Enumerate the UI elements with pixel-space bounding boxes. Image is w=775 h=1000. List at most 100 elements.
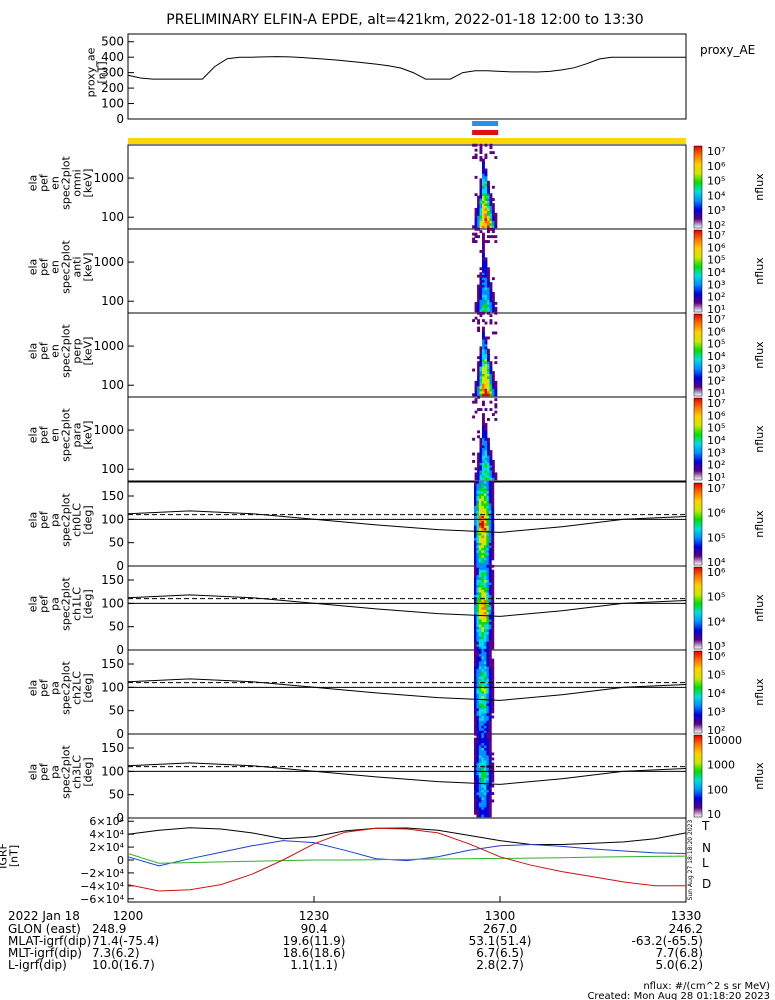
heatmap-cell — [481, 569, 485, 573]
heatmap-cell — [491, 636, 495, 640]
heatmap-cell — [481, 493, 485, 496]
colorbar-tick-label: 10⁵ — [707, 531, 725, 544]
plot-frame — [127, 481, 687, 567]
heatmap-cell — [478, 683, 482, 687]
heatmap-cell — [478, 589, 482, 593]
heatmap-cell — [478, 797, 482, 800]
heatmap-cell — [477, 296, 480, 300]
y-axis-label-line: [nT] — [8, 845, 21, 867]
heatmap-cell — [486, 577, 490, 580]
heatmap-cell — [487, 358, 490, 362]
heatmap-cell — [476, 663, 480, 667]
heatmap-cell — [484, 143, 488, 147]
heatmap-cell — [486, 611, 490, 615]
heatmap-cell — [477, 222, 480, 226]
heatmap-cell — [486, 725, 490, 729]
heatmap-cell — [476, 740, 480, 744]
heatmap-cell — [487, 348, 490, 352]
heatmap-cell — [474, 569, 477, 573]
heatmap-cell — [483, 735, 487, 739]
heatmap-cell — [481, 488, 485, 492]
heatmap-cell — [491, 371, 495, 374]
heatmap-cell — [474, 616, 477, 620]
heatmap-cell — [481, 547, 485, 551]
heatmap-cell — [487, 383, 490, 387]
heatmap-cell — [478, 663, 482, 667]
heatmap-cell — [476, 656, 480, 660]
heatmap-cell — [474, 564, 477, 568]
heatmap-cell — [481, 772, 485, 776]
heatmap-cell — [476, 648, 480, 652]
heatmap-cell — [478, 604, 482, 608]
heatmap-cell — [482, 467, 485, 471]
heatmap-cell — [481, 755, 485, 758]
heatmap-cell — [472, 400, 475, 404]
heatmap-cell — [472, 415, 475, 419]
heatmap-cell — [474, 148, 478, 152]
heatmap-cell — [489, 376, 493, 379]
heatmap-cell — [474, 380, 478, 384]
heatmap-cell — [484, 215, 488, 219]
heatmap-cell — [481, 485, 485, 489]
heatmap-cell — [482, 469, 485, 473]
heatmap-cell — [474, 737, 477, 741]
heatmap-cell — [488, 804, 492, 808]
heatmap-cell — [486, 633, 490, 637]
heatmap-cell — [486, 671, 490, 674]
heatmap-cell — [491, 547, 495, 551]
heatmap-cell — [491, 185, 495, 189]
heatmap-cell — [488, 629, 492, 632]
heatmap-cell — [489, 235, 493, 239]
heatmap-cell — [481, 789, 485, 793]
heatmap-cell — [482, 383, 485, 387]
heatmap-cell — [482, 311, 485, 315]
heatmap-cells — [472, 395, 498, 481]
y-axis-label-line: [deg] — [82, 757, 95, 786]
heatmap-cell — [483, 653, 487, 657]
heatmap-cell — [478, 641, 482, 645]
heatmap-cell — [476, 671, 480, 674]
heatmap-cell — [486, 537, 490, 541]
heatmap-cell — [482, 472, 485, 476]
heatmap-cell — [486, 722, 490, 726]
heatmap-cell — [491, 641, 495, 645]
plot-frame — [127, 817, 687, 903]
heatmap-cell — [491, 624, 495, 627]
heatmap-cell — [487, 301, 490, 305]
heatmap-cell — [474, 643, 477, 647]
heatmap-cell — [491, 792, 495, 795]
heatmap-cell — [474, 410, 478, 414]
heatmap-cell — [478, 809, 482, 813]
y-tick-label: 50 — [109, 704, 124, 718]
heatmap-cell — [479, 217, 483, 221]
heatmap-cell — [486, 591, 490, 595]
heatmap-cell — [477, 462, 480, 466]
heatmap-cell — [487, 183, 490, 187]
heatmap-cell — [491, 532, 495, 536]
heatmap-cell — [488, 767, 492, 771]
heatmap-cell — [483, 535, 487, 538]
heatmap-cell — [486, 507, 490, 511]
heatmap-cell — [476, 772, 480, 776]
heatmap-cell — [489, 220, 493, 224]
heatmap-cell — [491, 584, 495, 588]
heatmap-cell — [477, 284, 480, 288]
heatmap-cell — [482, 477, 485, 481]
heatmap-cell — [486, 520, 490, 524]
heatmap-cell — [479, 437, 483, 441]
heatmap-cell — [479, 200, 483, 204]
heatmap-cell — [487, 378, 490, 382]
heatmap-cell — [487, 306, 490, 310]
heatmap-cell — [491, 675, 495, 679]
y-tick-label: 6×10⁴ — [89, 815, 124, 828]
heatmap-cell — [483, 589, 487, 593]
heatmap-cells — [472, 143, 498, 229]
heatmap-cell — [474, 493, 477, 496]
heatmap-cell — [481, 750, 485, 753]
heatmap-cell — [486, 700, 490, 704]
heatmap-cell — [491, 210, 495, 214]
heatmap-cell — [486, 732, 490, 736]
heatmap-cell — [486, 609, 490, 613]
heatmap-cell — [476, 658, 480, 662]
heatmap-cells — [474, 648, 495, 734]
